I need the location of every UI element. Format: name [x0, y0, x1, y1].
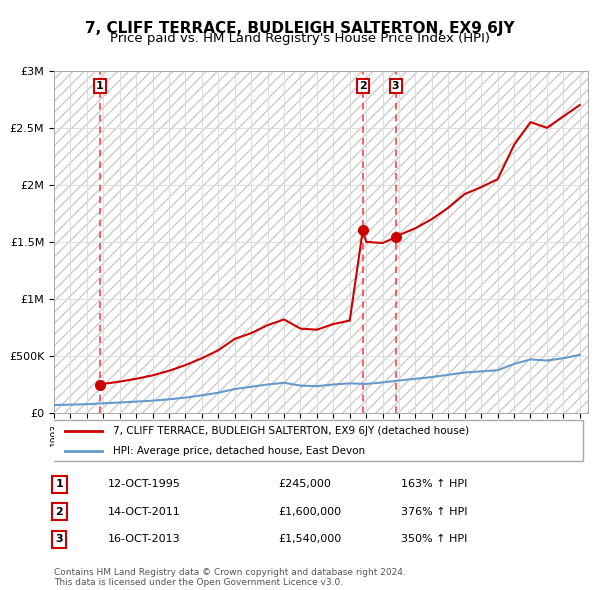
Text: 7, CLIFF TERRACE, BUDLEIGH SALTERTON, EX9 6JY (detached house): 7, CLIFF TERRACE, BUDLEIGH SALTERTON, EX…	[113, 427, 469, 436]
Text: 376% ↑ HPI: 376% ↑ HPI	[401, 507, 467, 517]
Text: Price paid vs. HM Land Registry's House Price Index (HPI): Price paid vs. HM Land Registry's House …	[110, 32, 490, 45]
Text: 2: 2	[359, 81, 367, 91]
Text: 3: 3	[392, 81, 400, 91]
Text: 1: 1	[55, 480, 63, 490]
Text: £1,540,000: £1,540,000	[278, 534, 341, 544]
Text: 14-OCT-2011: 14-OCT-2011	[107, 507, 180, 517]
Text: 16-OCT-2013: 16-OCT-2013	[107, 534, 180, 544]
Text: 163% ↑ HPI: 163% ↑ HPI	[401, 480, 467, 490]
Text: £1,600,000: £1,600,000	[278, 507, 341, 517]
Text: 1: 1	[96, 81, 104, 91]
Text: HPI: Average price, detached house, East Devon: HPI: Average price, detached house, East…	[113, 446, 365, 455]
Text: £245,000: £245,000	[278, 480, 331, 490]
Text: 3: 3	[56, 534, 63, 544]
Text: 2: 2	[55, 507, 63, 517]
Text: Contains HM Land Registry data © Crown copyright and database right 2024.
This d: Contains HM Land Registry data © Crown c…	[54, 568, 406, 587]
Text: 7, CLIFF TERRACE, BUDLEIGH SALTERTON, EX9 6JY: 7, CLIFF TERRACE, BUDLEIGH SALTERTON, EX…	[85, 21, 515, 35]
FancyBboxPatch shape	[49, 420, 583, 461]
Text: 350% ↑ HPI: 350% ↑ HPI	[401, 534, 467, 544]
Text: 12-OCT-1995: 12-OCT-1995	[107, 480, 180, 490]
